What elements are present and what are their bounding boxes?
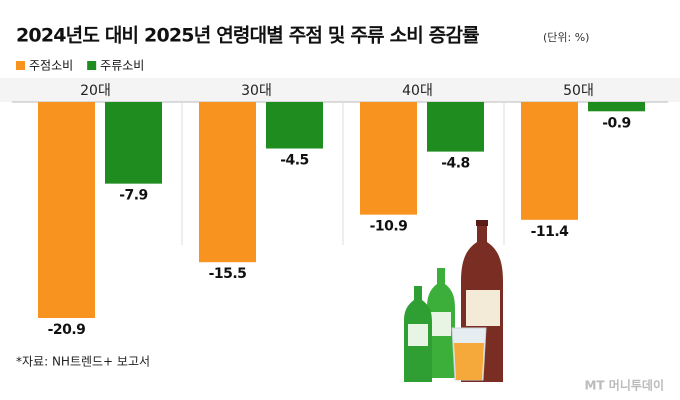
legend-swatch xyxy=(16,61,25,70)
chart-subtitle: (단위: %) xyxy=(543,31,589,44)
legend-label: 주점소비 xyxy=(29,59,73,73)
value-label: -20.9 xyxy=(48,322,86,338)
source: *자료: NH트렌드+ 보고서 xyxy=(16,355,150,369)
value-label: -15.5 xyxy=(209,266,247,282)
value-label: -0.9 xyxy=(602,115,631,131)
value-label: -7.9 xyxy=(119,188,148,204)
legend-label: 주류소비 xyxy=(100,59,144,73)
chart-title: 2024년도 대비 2025년 연령대별 주점 및 주류 소비 증감률 xyxy=(16,25,479,47)
bar xyxy=(38,102,95,318)
category-label: 20대 xyxy=(80,83,111,99)
brand: MT 머니투데이 xyxy=(584,378,664,393)
category-label: 50대 xyxy=(563,83,594,99)
bar xyxy=(266,102,323,149)
value-label: -10.9 xyxy=(370,219,408,235)
bar xyxy=(199,102,256,263)
bar xyxy=(360,102,417,215)
category-label: 40대 xyxy=(402,83,433,99)
category-label: 30대 xyxy=(241,83,272,99)
bar xyxy=(105,102,162,184)
value-label: -11.4 xyxy=(531,224,570,240)
legend-swatch xyxy=(87,61,97,70)
value-label: -4.8 xyxy=(441,156,470,172)
illustration xyxy=(404,220,503,382)
value-label: -4.5 xyxy=(280,153,309,169)
bar xyxy=(427,102,484,152)
bar xyxy=(588,102,645,112)
bar xyxy=(521,102,578,220)
header-band xyxy=(0,78,680,102)
